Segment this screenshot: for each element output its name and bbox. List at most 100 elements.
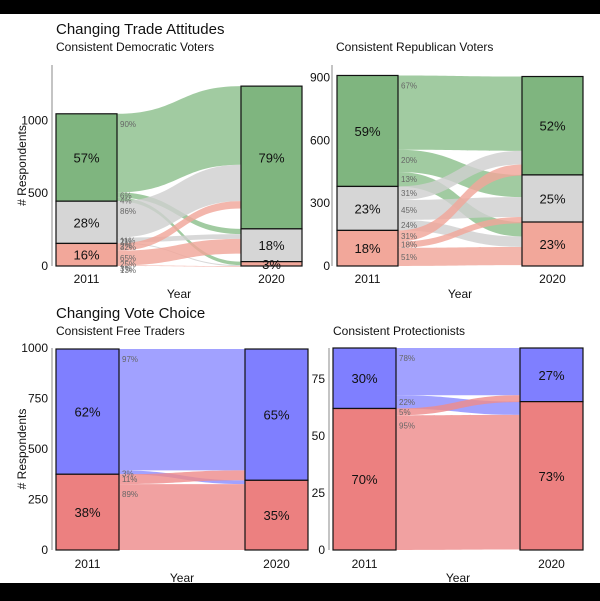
flow-label: 2%	[120, 237, 132, 246]
left-stratum-bar	[55, 242, 118, 267]
y-axis-label: # Respondents	[15, 409, 29, 490]
flow-label: 67%	[401, 81, 417, 90]
right-stratum-pct: 52%	[539, 119, 565, 134]
right-stratum-bar	[521, 221, 584, 267]
right-stratum-bar	[240, 261, 303, 267]
left-stratum-bar	[55, 113, 118, 202]
x-tick-label: 2011	[352, 557, 378, 571]
flow-band	[119, 349, 245, 471]
flow-band	[398, 150, 522, 201]
flow-label: 5%	[399, 408, 411, 417]
x-axis-label: Year	[170, 571, 194, 583]
alluvial-figure: Changing Trade Attitudes Changing Vote C…	[15, 21, 584, 585]
flow-label: 11%	[122, 475, 137, 484]
flow-band	[117, 265, 241, 267]
y-tick-label: 900	[310, 71, 330, 85]
left-stratum-pct: 28%	[73, 215, 99, 230]
x-axis-label: Year	[446, 571, 470, 583]
x-tick-label: 2020	[538, 557, 565, 571]
flow-band	[396, 414, 520, 550]
right-stratum-pct: 25%	[539, 191, 565, 206]
flow-label: 86%	[120, 207, 136, 216]
left-stratum-bar	[336, 74, 399, 188]
right-stratum-bar	[240, 85, 303, 230]
y-axis-label: # Respondents	[15, 125, 29, 206]
flow-label: 13%	[401, 175, 417, 184]
flow-label: 3%	[122, 469, 134, 478]
flow-label: 65%	[120, 254, 136, 263]
flow-band	[398, 75, 522, 151]
flow-label: 51%	[401, 253, 417, 262]
y-tick-label: 0	[41, 543, 48, 557]
flow-label: 78%	[399, 354, 415, 363]
section-title-vote: Changing Vote Choice	[56, 305, 205, 322]
y-tick-label: 25	[312, 486, 326, 500]
y-tick-label: 300	[310, 196, 330, 210]
flow-label: 11%	[120, 237, 135, 246]
flow-band	[396, 395, 520, 416]
flow-label: 97%	[122, 355, 138, 364]
right-stratum-pct: 79%	[258, 150, 284, 165]
panel-subtitle: Consistent Free Traders	[56, 324, 185, 338]
right-stratum-pct: 3%	[262, 257, 281, 272]
left-stratum-pct: 18%	[354, 241, 380, 256]
section-title-trade: Changing Trade Attitudes	[56, 21, 224, 38]
left-stratum-bar	[55, 348, 120, 475]
flow-label: 13%	[120, 266, 136, 275]
left-stratum-pct: 23%	[354, 201, 380, 216]
flow-label: 45%	[401, 206, 417, 215]
y-tick-label: 0	[41, 259, 48, 273]
x-tick-label: 2020	[539, 272, 566, 286]
flow-band	[119, 470, 245, 485]
right-stratum-pct: 18%	[258, 238, 284, 253]
right-stratum-pct: 35%	[263, 508, 289, 523]
flow-label: 90%	[120, 120, 136, 129]
right-stratum-bar	[240, 228, 303, 263]
flow-band	[117, 201, 241, 251]
panel-free-traders: Consistent Free Traders 0 250 500 750 1000 # R…	[15, 324, 309, 585]
y-tick-label: 600	[310, 133, 330, 147]
flow-label: 24%	[401, 221, 417, 230]
panel-democratic-voters: Consistent Democratic Voters 0 500 1000# Re…	[15, 40, 303, 301]
x-axis-label: Year	[167, 287, 191, 301]
left-stratum-bar	[332, 407, 397, 551]
flow-label: 2%	[120, 241, 132, 250]
flow-band	[398, 164, 522, 242]
panel-subtitle: Consistent Protectionists	[333, 324, 465, 338]
right-stratum-bar	[519, 401, 584, 551]
flow-label: 25%	[120, 260, 136, 269]
flow-band	[398, 246, 522, 266]
y-tick-label: 1000	[21, 341, 48, 355]
y-tick-label: 500	[28, 186, 48, 200]
flow-label: 32%	[120, 243, 136, 252]
x-tick-label: 2011	[74, 272, 100, 286]
left-stratum-bar	[55, 200, 118, 245]
panel-republican-voters: Consistent Republican Voters 0 300 600 900 67…	[310, 40, 584, 301]
left-stratum-pct: 70%	[351, 472, 377, 487]
flow-label: 31%	[401, 189, 417, 198]
flow-label: 6%	[120, 191, 132, 200]
right-stratum-bar	[244, 348, 309, 481]
y-tick-label: 0	[323, 259, 330, 273]
y-tick-label: 50	[312, 429, 326, 443]
figure: Changing Trade Attitudes Changing Vote C…	[0, 14, 600, 585]
flow-label: 4%	[120, 197, 132, 206]
x-tick-label: 2020	[263, 557, 290, 571]
flow-label: 31%	[401, 232, 417, 241]
y-tick-label: 500	[28, 442, 48, 456]
panel-subtitle: Consistent Republican Voters	[336, 40, 493, 54]
right-stratum-bar	[521, 174, 584, 223]
right-stratum-pct: 65%	[263, 408, 289, 423]
flow-band	[117, 86, 241, 193]
right-stratum-pct: 73%	[538, 469, 564, 484]
left-stratum-bar	[55, 473, 120, 551]
left-stratum-bar	[336, 229, 399, 267]
left-stratum-pct: 16%	[73, 248, 99, 263]
right-stratum-bar	[244, 479, 309, 551]
left-stratum-pct: 38%	[74, 505, 100, 520]
flow-band	[398, 217, 522, 248]
x-tick-label: 2011	[75, 557, 101, 571]
flow-label: 95%	[399, 421, 415, 430]
left-stratum-bar	[336, 185, 399, 232]
flow-band	[117, 197, 241, 266]
